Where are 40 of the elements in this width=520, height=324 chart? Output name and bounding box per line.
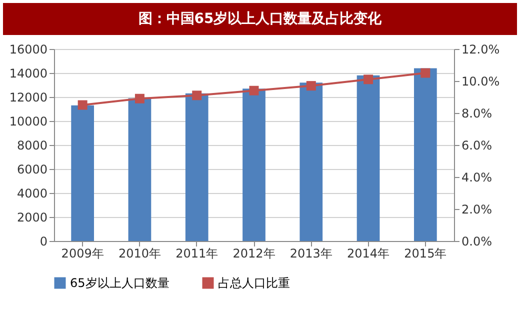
- chart-title: 图：中国65岁以上人口数量及占比变化: [3, 3, 517, 35]
- y-tick-label: 12000: [9, 90, 48, 104]
- point: [192, 90, 202, 100]
- bar: [356, 75, 380, 241]
- point: [306, 81, 316, 91]
- x-tick-label: 2012年: [232, 246, 276, 260]
- point: [249, 86, 259, 96]
- y-tick-label: 0: [40, 234, 48, 248]
- point: [134, 94, 144, 104]
- bar: [185, 93, 208, 241]
- legend-label: 65岁以上人口数量: [70, 276, 170, 290]
- x-tick-label: 2009年: [61, 246, 104, 260]
- bar: [242, 88, 266, 241]
- x-tick-label: 2015年: [404, 246, 447, 260]
- bar: [128, 98, 152, 241]
- y2-tick-label: 12.0%: [462, 42, 500, 56]
- x-tick-label: 2011年: [176, 246, 218, 260]
- y2-tick-label: 6.0%: [462, 138, 492, 152]
- point: [78, 100, 88, 110]
- y-tick-label: 10000: [9, 114, 48, 128]
- y2-tick-label: 0.0%: [462, 234, 492, 248]
- bar: [71, 105, 94, 241]
- bar: [300, 82, 323, 241]
- y-tick-label: 2000: [16, 210, 48, 224]
- y-tick-label: 6000: [16, 162, 48, 176]
- y-tick-label: 4000: [16, 186, 48, 200]
- x-tick-label: 2013年: [290, 246, 332, 260]
- y2-tick-label: 2.0%: [462, 202, 492, 216]
- x-tick-label: 2010年: [118, 246, 161, 260]
- bar: [414, 68, 437, 241]
- y-tick-label: 14000: [9, 66, 48, 80]
- y2-tick-label: 4.0%: [462, 170, 492, 184]
- y2-tick-label: 10.0%: [462, 74, 500, 88]
- y-tick-label: 8000: [16, 138, 48, 152]
- y2-tick-label: 8.0%: [462, 106, 492, 120]
- legend-label: 占总人口比重: [218, 276, 290, 290]
- point: [364, 74, 374, 84]
- y-tick-label: 16000: [9, 42, 48, 56]
- x-tick-label: 2014年: [347, 246, 390, 260]
- point: [420, 68, 430, 78]
